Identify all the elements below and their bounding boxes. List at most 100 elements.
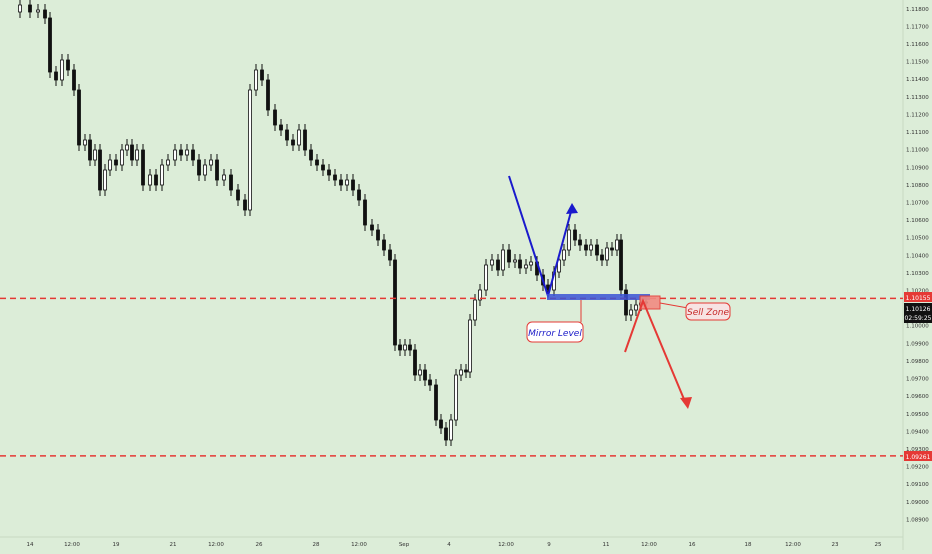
candle-body: [605, 247, 609, 261]
price-tick-label: 1.11600: [906, 42, 929, 48]
price-tick-label: 1.09300: [906, 447, 929, 453]
time-tick-label: 23: [832, 542, 839, 548]
candle-body: [114, 159, 118, 166]
candle-body: [333, 174, 337, 181]
time-tick-label: 12:00: [498, 542, 514, 548]
candle-body: [291, 139, 295, 146]
candle-body: [423, 369, 427, 381]
red-pattern-line[interactable]: [624, 298, 687, 405]
candle-body: [557, 259, 561, 273]
candle-body: [130, 144, 134, 161]
candle-body: [179, 149, 183, 156]
candle-body: [48, 17, 52, 73]
candle-body: [484, 264, 488, 291]
candle-body: [166, 159, 170, 166]
candle-body: [468, 319, 472, 373]
sell-callout-connector: [659, 302, 689, 309]
candle-body: [490, 259, 494, 266]
candle-body: [72, 69, 76, 91]
price-tick-label: 1.10700: [906, 200, 929, 206]
candle-body: [185, 149, 189, 156]
price-tick-label: 1.10500: [906, 236, 929, 242]
price-tick-label: 1.11000: [906, 148, 929, 154]
level-price-upper-text: 1.10155: [906, 295, 931, 302]
price-tick-label: 1.08900: [906, 517, 929, 523]
candle-body: [388, 249, 392, 261]
candle-body: [496, 259, 500, 271]
candle-body: [148, 174, 152, 186]
time-tick-label: 21: [170, 542, 177, 548]
price-tick-label: 1.11100: [906, 130, 929, 136]
candle-body: [403, 344, 407, 351]
time-tick-label: 18: [745, 542, 752, 548]
candle-body: [567, 229, 571, 251]
price-tick-label: 1.09000: [906, 500, 929, 506]
candle-body: [309, 149, 313, 161]
candle-body: [54, 71, 58, 81]
candle-body: [191, 149, 195, 161]
mirror-level-callout[interactable]: Mirror Level: [526, 321, 584, 343]
candles-group: [18, 0, 648, 446]
candle-body: [260, 69, 264, 81]
candle-body: [141, 149, 145, 186]
candle-body: [173, 149, 177, 161]
mirror-level-label: Mirror Level: [528, 329, 582, 339]
time-tick-label: 12:00: [785, 542, 801, 548]
candle-body: [209, 159, 213, 166]
price-tick-label: 1.09500: [906, 412, 929, 418]
time-tick-label: 14: [27, 542, 34, 548]
time-tick-label: 16: [689, 542, 696, 548]
time-tick-label: 12:00: [351, 542, 367, 548]
mirror-level-band[interactable]: [547, 294, 650, 300]
candle-body: [584, 244, 588, 251]
price-tick-label: 1.11700: [906, 24, 929, 30]
price-tick-label: 1.09600: [906, 394, 929, 400]
sell-zone-callout[interactable]: Sell Zone: [685, 302, 731, 321]
candle-body: [339, 179, 343, 186]
candle-body: [370, 224, 374, 231]
candle-body: [434, 384, 438, 421]
current-price-tag: 1.10126 02:59:25: [904, 303, 932, 323]
candle-body: [600, 254, 604, 261]
candle-body: [36, 9, 40, 13]
candle-body: [229, 174, 233, 191]
candle-body: [248, 89, 252, 211]
candle-body: [473, 299, 477, 321]
candle-body: [28, 4, 32, 13]
candle-body: [573, 229, 577, 241]
candle-body: [393, 259, 397, 346]
price-tick-label: 1.11300: [906, 95, 929, 101]
candle-body: [315, 159, 319, 166]
candle-body: [418, 369, 422, 376]
blue-arrow-head-icon: [566, 203, 578, 214]
price-tick-label: 1.10000: [906, 324, 929, 330]
time-tick-label: 4: [447, 542, 451, 548]
candle-body: [629, 309, 633, 316]
candle-body: [120, 149, 124, 166]
candle-body: [154, 174, 158, 186]
candle-body: [243, 199, 247, 211]
candle-body: [454, 374, 458, 421]
price-tick-label: 1.10300: [906, 271, 929, 277]
candle-body: [222, 174, 226, 181]
price-tick-label: 1.11400: [906, 77, 929, 83]
price-tick-label: 1.09200: [906, 465, 929, 471]
countdown-text: 02:59:25: [905, 315, 932, 322]
current-price-text: 1.10126: [906, 306, 931, 313]
time-axis[interactable]: 14 12:00 19 21 12:00 26 28 12:00 Sep 4 12:00 9 11 12:…: [27, 542, 882, 548]
red-arrow-head-icon: [680, 397, 692, 409]
candle-body: [93, 149, 97, 161]
candle-body: [398, 344, 402, 351]
price-tick-label: 1.09900: [906, 341, 929, 347]
level-price-tag-upper: 1.10155: [904, 292, 932, 302]
candle-body: [160, 164, 164, 186]
candle-body: [303, 129, 307, 151]
candle-body: [524, 264, 528, 269]
horizontal-levels: [0, 297, 903, 457]
candle-body: [624, 289, 628, 316]
candle-body: [634, 304, 638, 311]
candle-body: [464, 369, 468, 373]
